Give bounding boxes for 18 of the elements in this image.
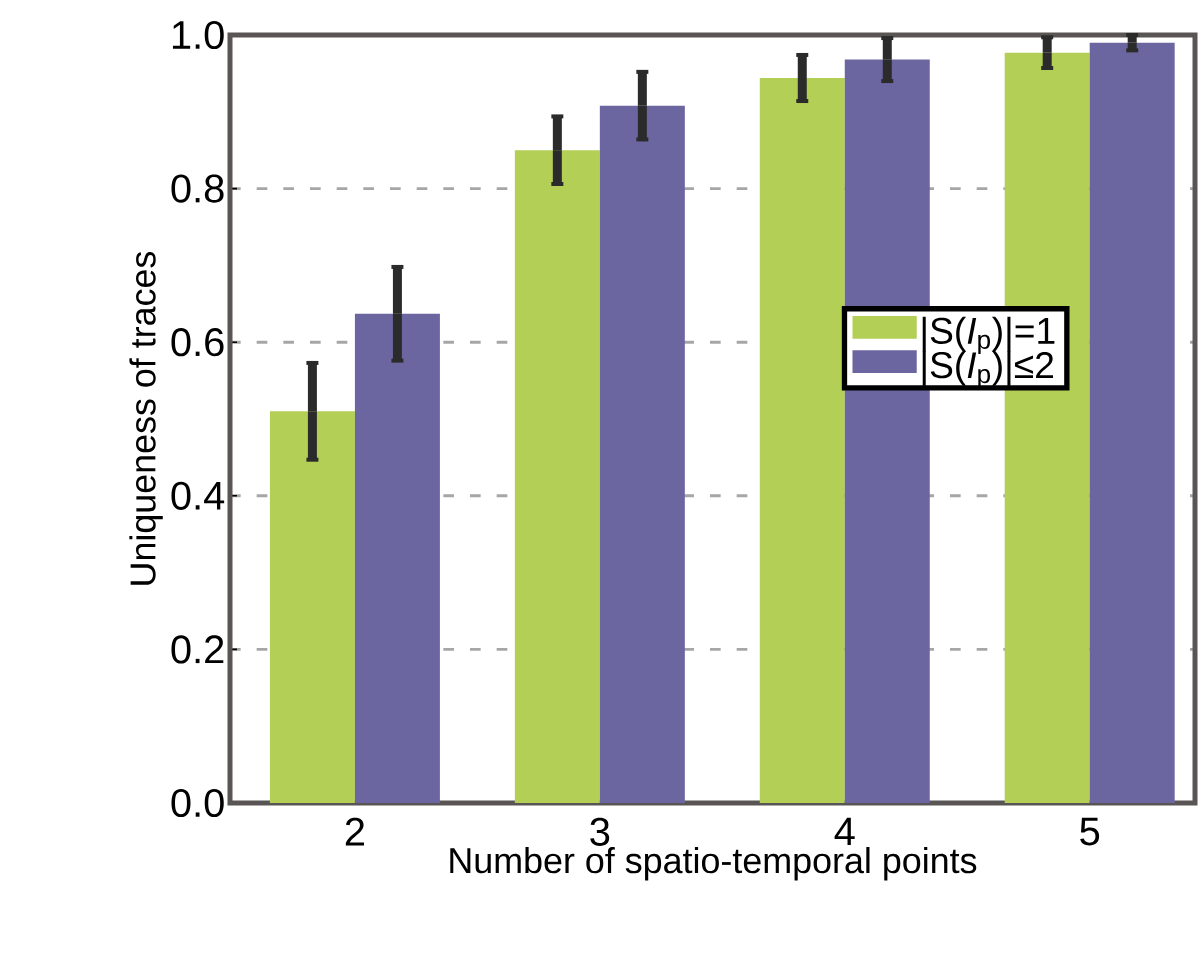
bar xyxy=(514,150,600,803)
y-tick-label: 0.6 xyxy=(171,328,224,357)
x-tick-label: 4 xyxy=(834,817,855,846)
x-tick-label: 5 xyxy=(1080,817,1100,846)
bar xyxy=(354,313,440,803)
bar xyxy=(269,411,355,803)
x-tick-label: 3 xyxy=(590,817,610,846)
y-axis-title: Uniqueness of traces xyxy=(129,251,163,585)
bar xyxy=(759,78,845,803)
bar xyxy=(599,105,685,803)
y-tick-label: 0.4 xyxy=(171,481,225,510)
bar xyxy=(1089,42,1175,803)
x-tick-label: 2 xyxy=(345,817,364,846)
y-tick-label: 0.8 xyxy=(171,174,224,203)
y-tick-label: 1.0 xyxy=(172,20,224,50)
y-tick-label: 0.0 xyxy=(171,788,224,818)
x-axis-title: Number of spatio-temporal points xyxy=(450,847,977,881)
y-tick-label: 0.2 xyxy=(171,635,224,664)
